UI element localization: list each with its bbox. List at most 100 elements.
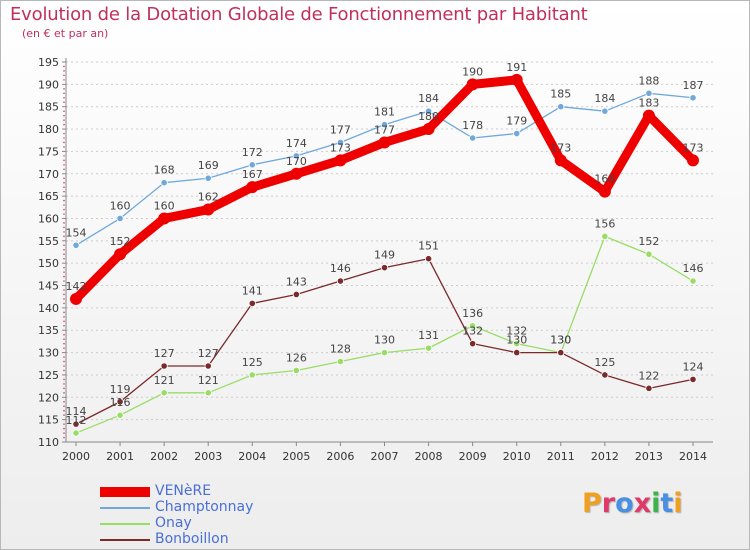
y-tick-label: 135: [38, 324, 59, 337]
y-tick-label: 120: [38, 391, 59, 404]
data-point-ven-re: [554, 154, 567, 167]
data-point-bonboillon: [336, 277, 345, 285]
y-minor-tick: [63, 266, 65, 269]
data-point-bonboillon: [601, 371, 609, 379]
data-label-bonboillon: 125: [594, 356, 615, 369]
y-minor-tick: [63, 159, 65, 162]
y-minor-tick: [63, 356, 65, 358]
data-point-ven-re: [378, 136, 391, 149]
data-label-bonboillon: 122: [638, 369, 659, 382]
data-point-onay: [204, 389, 212, 397]
legend-label: Onay: [155, 515, 192, 531]
x-tick-label: 2010: [503, 450, 531, 463]
y-minor-tick: [63, 293, 65, 296]
data-label-ven-re: 177: [374, 123, 395, 136]
data-point-bonboillon: [72, 420, 80, 428]
y-tick-label: 130: [38, 347, 59, 360]
x-tick-label: 2009: [459, 450, 487, 463]
data-point-onay: [469, 322, 477, 330]
data-point-champtonnay: [336, 138, 345, 147]
y-minor-tick: [63, 141, 65, 144]
data-label-ven-re: 183: [638, 97, 659, 110]
data-point-ven-re: [70, 292, 82, 305]
data-point-champtonnay: [601, 107, 609, 115]
y-tick-label: 115: [38, 414, 59, 427]
data-label-ven-re: 167: [242, 168, 263, 181]
data-label-champtonnay: 181: [374, 106, 395, 119]
y-minor-tick: [63, 79, 65, 81]
data-point-onay: [72, 429, 80, 437]
data-point-champtonnay: [424, 107, 433, 115]
y-minor-tick: [63, 360, 65, 363]
chart-subtitle: (en € et par an): [22, 27, 109, 40]
data-label-onay: 125: [242, 356, 263, 369]
data-label-ven-re: 170: [286, 155, 307, 168]
y-minor-tick: [63, 333, 65, 336]
data-point-bonboillon: [513, 348, 521, 357]
data-point-ven-re: [422, 123, 435, 136]
data-label-onay: 136: [462, 307, 483, 320]
legend-swatch: [100, 539, 150, 541]
y-minor-tick: [63, 137, 65, 139]
y-minor-tick: [63, 101, 65, 104]
data-point-onay: [160, 389, 168, 397]
y-minor-tick: [63, 387, 65, 390]
y-minor-tick: [63, 280, 65, 282]
legend-item: Onay: [100, 515, 340, 532]
data-label-ven-re: 160: [154, 199, 175, 212]
x-tick-label: 2012: [591, 450, 619, 463]
x-tick-label: 2005: [282, 450, 310, 463]
data-point-onay: [380, 348, 389, 357]
data-point-ven-re: [510, 73, 523, 86]
data-point-ven-re: [290, 167, 303, 180]
data-point-onay: [336, 357, 345, 366]
y-tick-label: 145: [38, 280, 59, 293]
data-label-onay: 131: [418, 329, 439, 342]
data-label-ven-re: 142: [66, 280, 87, 293]
data-label-ven-re: 173: [683, 141, 704, 154]
legend-label: Bonboillon: [155, 531, 229, 547]
y-minor-tick: [63, 88, 65, 90]
legend-item: VENèRE: [100, 483, 340, 500]
y-minor-tick: [63, 271, 65, 273]
y-tick-label: 155: [38, 235, 59, 248]
y-minor-tick: [63, 208, 65, 211]
y-minor-tick: [63, 311, 65, 314]
data-point-champtonnay: [645, 89, 653, 97]
y-minor-tick: [63, 70, 65, 72]
data-label-ven-re: 152: [110, 235, 131, 248]
data-point-ven-re: [598, 185, 611, 198]
x-tick-label: 2006: [326, 450, 354, 463]
data-label-onay: 146: [683, 262, 704, 275]
x-tick-label: 2001: [106, 450, 134, 463]
data-point-onay: [513, 340, 521, 348]
y-tick-label: 140: [38, 302, 59, 315]
y-minor-tick: [63, 235, 65, 238]
y-minor-tick: [63, 257, 65, 260]
y-minor-tick: [63, 74, 65, 77]
data-label-champtonnay: 184: [594, 92, 615, 105]
data-label-champtonnay: 179: [506, 115, 527, 128]
y-minor-tick: [63, 119, 65, 121]
data-label-bonboillon: 130: [550, 334, 571, 347]
data-point-onay: [292, 366, 300, 375]
logo-letter: x: [633, 488, 652, 519]
data-point-champtonnay: [513, 129, 521, 138]
y-minor-tick: [63, 392, 65, 394]
data-point-onay: [601, 232, 609, 240]
data-point-champtonnay: [380, 120, 389, 129]
data-point-bonboillon: [469, 340, 477, 348]
logo-letter: P: [582, 488, 602, 519]
x-tick-label: 2013: [635, 450, 663, 463]
chart-title: Evolution de la Dotation Globale de Fonc…: [10, 4, 588, 25]
data-point-champtonnay: [248, 161, 256, 169]
y-minor-tick: [63, 302, 65, 305]
data-point-champtonnay: [204, 174, 212, 182]
x-tick-label: 2008: [415, 450, 443, 463]
data-point-onay: [116, 411, 124, 419]
y-minor-tick: [63, 146, 65, 148]
data-label-ven-re: 173: [330, 141, 351, 154]
logo-letter: r: [601, 488, 616, 519]
y-minor-tick: [63, 338, 65, 340]
data-label-onay: 126: [286, 351, 307, 364]
